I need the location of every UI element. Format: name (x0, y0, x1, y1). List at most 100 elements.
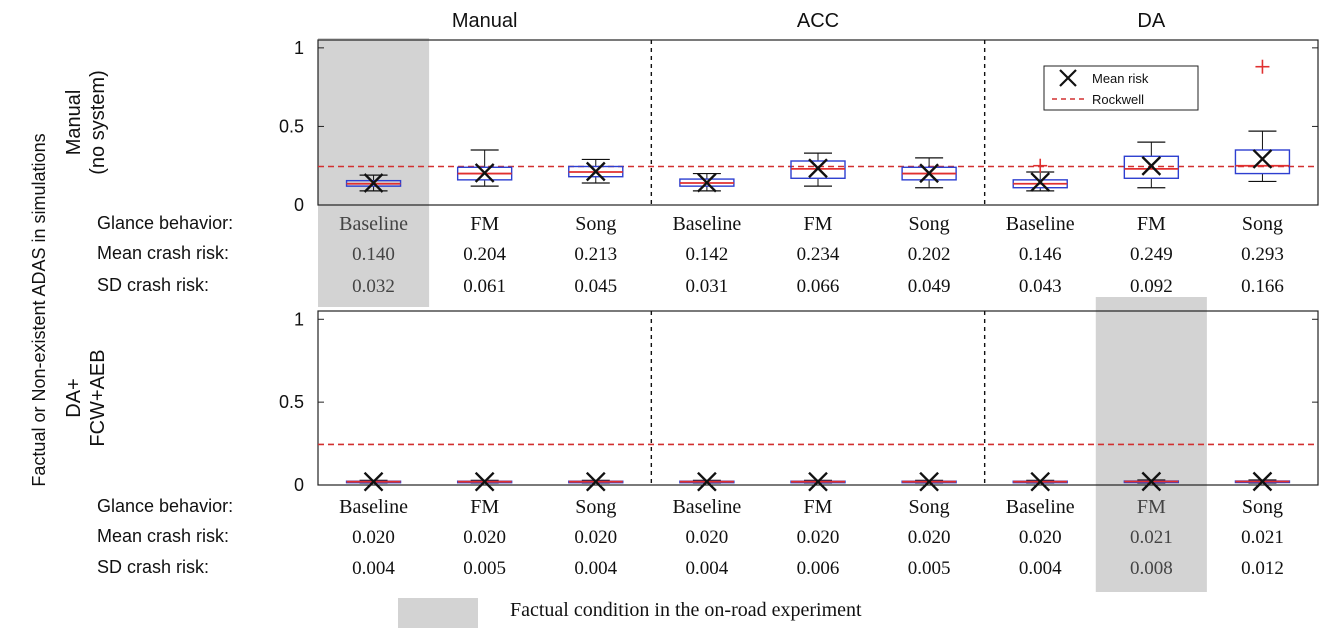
condition-label: Song (1242, 213, 1283, 235)
mean-marker-stroke (1030, 172, 1051, 192)
mean-marker-stroke (1030, 471, 1051, 492)
mean-crash-risk-value: 0.249 (1130, 244, 1173, 265)
mean-marker-stroke (919, 163, 939, 184)
y-tick-label: 0 (294, 195, 304, 215)
mean-marker (1141, 156, 1162, 176)
condition-label: Baseline (339, 496, 408, 518)
sd-crash-risk-value: 0.045 (574, 276, 617, 297)
text-layer: Factual or Non-existent ADAS in simulati… (29, 10, 1284, 579)
sd-crash-risk-value: 0.005 (908, 558, 951, 579)
mean-crash-risk-value: 0.021 (1130, 527, 1173, 548)
mean-marker (1141, 471, 1162, 492)
mean-marker (363, 471, 384, 492)
legend-mean-risk-label: Mean risk (1092, 71, 1149, 86)
mean-marker (808, 471, 828, 492)
box-9 (1234, 149, 1291, 175)
mean-marker-stroke (919, 471, 939, 492)
mean-marker (1252, 471, 1273, 492)
mean-marker-stroke (585, 471, 606, 492)
condition-label: FM (470, 496, 499, 518)
mean-marker (1252, 149, 1273, 169)
y-axis-title: Factual or Non-existent ADAS in simulati… (29, 133, 49, 486)
sd-crash-risk-value: 0.066 (797, 276, 840, 297)
legend-mean-marker-stroke (1059, 69, 1077, 87)
row-label-sd: SD crash risk: (97, 557, 209, 577)
box-8 (1123, 155, 1180, 179)
mean-marker (363, 173, 384, 193)
condition-label: FM (804, 496, 833, 518)
mean-marker-stroke (697, 172, 717, 193)
shaded-condition-0 (318, 38, 430, 307)
mean-marker-stroke (697, 471, 717, 492)
row-label-mean: Mean crash risk: (97, 243, 229, 263)
mean-marker (474, 163, 495, 183)
legend: Factual condition in the on-road experim… (398, 65, 1199, 628)
mean-crash-risk-value: 0.020 (1019, 527, 1062, 548)
mean-marker (1030, 471, 1051, 492)
mean-marker-stroke (363, 471, 384, 492)
inset-legend-box (1043, 65, 1199, 111)
sd-crash-risk-value: 0.043 (1019, 276, 1062, 297)
mean-marker-stroke (1252, 471, 1273, 492)
mean-crash-risk-value: 0.204 (463, 244, 506, 265)
y-tick-label: 0 (294, 475, 304, 495)
mean-crash-risk-value: 0.020 (797, 527, 840, 548)
mean-marker-stroke (1141, 156, 1162, 176)
sd-crash-risk-value: 0.008 (1130, 558, 1173, 579)
condition-label: FM (1137, 213, 1166, 235)
row-label-glance: Glance behavior: (97, 496, 233, 516)
sd-crash-risk-value: 0.061 (463, 276, 506, 297)
mean-crash-risk-value: 0.020 (352, 527, 395, 548)
outlier-marker (1033, 158, 1048, 173)
condition-label: Song (575, 213, 616, 235)
condition-label: Baseline (1006, 213, 1075, 235)
group-header-da: DA (1137, 10, 1165, 32)
mean-crash-risk-value: 0.021 (1241, 527, 1284, 548)
y-tick-label: 1 (294, 38, 304, 58)
mean-marker (585, 161, 606, 182)
condition-label: Baseline (672, 213, 741, 235)
mean-marker-stroke (1141, 471, 1162, 492)
condition-label: FM (470, 213, 499, 235)
y-tick-label: 1 (294, 309, 304, 329)
condition-label: Song (1242, 496, 1283, 518)
sd-crash-risk-value: 0.049 (908, 276, 951, 297)
panel-ylabel-line-1: Manual (63, 90, 85, 156)
sd-crash-risk-value: 0.006 (797, 558, 840, 579)
condition-label: FM (804, 213, 833, 235)
row-label-mean: Mean crash risk: (97, 526, 229, 546)
mean-crash-risk-value: 0.142 (686, 244, 729, 265)
mean-marker-stroke (585, 161, 606, 182)
mean-marker (919, 163, 939, 184)
sd-crash-risk-value: 0.012 (1241, 558, 1284, 579)
condition-label: Baseline (1006, 496, 1075, 518)
group-header-manual: Manual (452, 10, 518, 32)
condition-label: Song (575, 496, 616, 518)
legend-shade-swatch (398, 598, 478, 628)
mean-crash-risk-value: 0.213 (574, 244, 617, 265)
mean-crash-risk-value: 0.293 (1241, 244, 1284, 265)
y-tick-label: 0.5 (279, 392, 304, 412)
mean-crash-risk-value: 0.020 (908, 527, 951, 548)
sd-crash-risk-value: 0.032 (352, 276, 395, 297)
condition-label: FM (1137, 496, 1166, 518)
panel-ylabel-line-2: (no system) (87, 70, 109, 174)
mean-marker (808, 158, 828, 179)
condition-label: Baseline (339, 213, 408, 235)
mean-marker-stroke (474, 471, 495, 492)
condition-label: Song (909, 496, 950, 518)
sd-crash-risk-value: 0.005 (463, 558, 506, 579)
axes-frame-0 (317, 39, 1319, 206)
y-tick-label: 0.5 (279, 116, 304, 136)
mean-crash-risk-value: 0.234 (797, 244, 840, 265)
legend-shade-label: Factual condition in the on-road experim… (510, 599, 862, 621)
outlier-marker (1255, 59, 1270, 74)
mean-crash-risk-value: 0.020 (686, 527, 729, 548)
condition-label: Song (909, 213, 950, 235)
axes-frame-1 (317, 310, 1319, 486)
mean-marker (697, 172, 717, 193)
group-header-acc: ACC (797, 10, 839, 32)
mean-marker (919, 471, 939, 492)
legend-mean-marker (1059, 69, 1077, 87)
mean-crash-risk-value: 0.140 (352, 244, 395, 265)
